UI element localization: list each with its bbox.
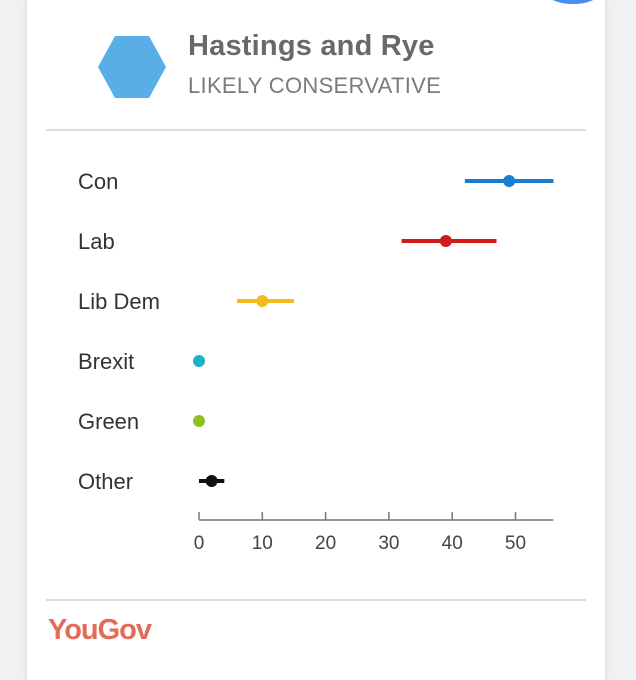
header-divider [46, 129, 586, 131]
x-tick-label-40: 40 [442, 533, 463, 554]
constituency-title: Hastings and Rye [188, 30, 435, 62]
vote-share-chart: Con Lab Lib Dem Brexit Green Other 0 10 20 30 40 50 [78, 169, 554, 554]
yougov-logo: YouGov [48, 614, 152, 646]
party-label-lab: Lab [78, 229, 115, 254]
party-label-con: Con [78, 169, 118, 194]
floating-action-button[interactable] [527, 0, 619, 4]
party-label-brexit: Brexit [78, 349, 134, 374]
footer-divider [46, 599, 586, 601]
party-label-lib-dem: Lib Dem [78, 289, 160, 314]
party-label-other: Other [78, 469, 133, 494]
estimate-point-lab [439, 235, 452, 247]
hexagon-icon [98, 36, 166, 98]
constituency-card: Hastings and Rye LIKELY CONSERVATIVE Con… [27, 0, 619, 680]
estimate-point-con [503, 175, 516, 187]
estimate-point-lib-dem [256, 295, 269, 307]
x-tick-label-0: 0 [194, 533, 205, 554]
x-tick-label-20: 20 [315, 533, 336, 554]
x-tick-label-30: 30 [378, 533, 399, 554]
prediction-status: LIKELY CONSERVATIVE [188, 73, 442, 98]
estimate-point-other [205, 475, 218, 487]
party-label-green: Green [78, 409, 139, 434]
estimate-point-brexit [193, 355, 205, 367]
estimate-point-green [193, 415, 205, 427]
x-tick-label-10: 10 [252, 533, 273, 554]
x-tick-label-50: 50 [505, 533, 526, 554]
